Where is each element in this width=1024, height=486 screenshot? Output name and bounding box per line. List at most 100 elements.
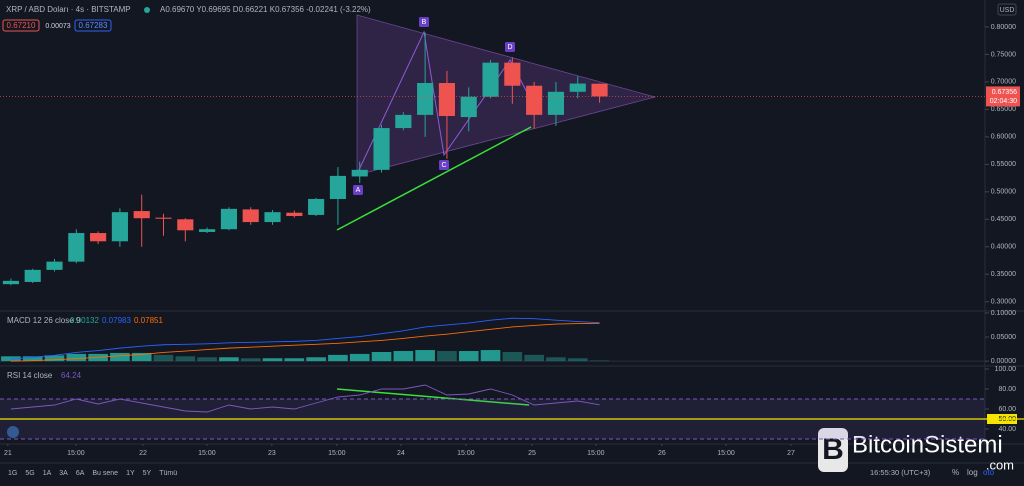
candle-body (220, 208, 237, 230)
range-button[interactable]: 3A (59, 470, 68, 477)
range-button[interactable]: 5Y (143, 470, 152, 477)
y-tick-label: 0.55000 (991, 161, 1016, 168)
pattern-label: B (422, 19, 427, 26)
histogram-bar (110, 352, 130, 362)
watermark-icon-glyph: B (822, 433, 844, 466)
candle-body (2, 280, 19, 285)
histogram-bar (349, 353, 370, 362)
x-tick-label: 15:00 (457, 450, 475, 457)
y-tick-label: 0.75000 (991, 51, 1016, 58)
x-tick-label: 24 (397, 450, 405, 457)
histogram-bar (502, 351, 523, 362)
y-tick-label: 80.00 (998, 386, 1016, 393)
sell-price: 0.67210 (7, 21, 36, 30)
indicator-value: 0.00132 (70, 316, 99, 325)
y-tick-label: 0.60000 (991, 134, 1016, 141)
indicator-value: 0.07851 (134, 316, 163, 325)
rsi-value: 64.24 (61, 371, 82, 380)
histogram-bar (262, 358, 283, 362)
pattern-label-box (439, 160, 449, 170)
log-toggle[interactable]: log (967, 468, 978, 477)
candle-body (199, 229, 216, 232)
candle-body (460, 96, 477, 118)
histogram-bar (197, 357, 217, 362)
symbol: XRP / ABD Doları · 4s · BITSTAMP (6, 5, 131, 14)
pattern-label: D (507, 44, 512, 51)
x-tick-label: 27 (787, 450, 795, 457)
tv-logo[interactable] (7, 426, 19, 438)
watermark: B BitcoinSistemi .com (818, 428, 1014, 472)
histogram-bar (371, 351, 392, 362)
buy-price: 0.67283 (79, 21, 108, 30)
x-tick-label: 22 (139, 450, 147, 457)
range-button[interactable]: 1A (43, 470, 52, 477)
pattern-label-box (505, 42, 515, 52)
y-tick-label: 0.30000 (991, 299, 1016, 306)
y-tick-label: 0.05000 (991, 334, 1016, 341)
histogram-bar (131, 352, 152, 362)
x-tick-label: 15:00 (328, 450, 346, 457)
candle-body (417, 82, 434, 115)
histogram-bar (22, 356, 43, 362)
histogram-bar (1, 356, 21, 362)
percent-toggle[interactable]: % (952, 468, 959, 477)
macd-title: MACD 12 26 close 9 (7, 316, 81, 325)
y-tick-label: 0.10000 (991, 310, 1016, 317)
x-tick-label: 15:00 (67, 450, 85, 457)
candle-body (526, 85, 543, 115)
indicator-line (10, 322, 600, 362)
candle-body (24, 269, 41, 282)
last-price-box (986, 86, 1020, 107)
histogram-bar (306, 357, 326, 362)
histogram-bar (546, 357, 566, 362)
currency-box[interactable] (997, 3, 1017, 16)
x-tick-label: 15:00 (198, 450, 216, 457)
range-button[interactable]: 5G (25, 470, 34, 477)
candle-body (569, 83, 586, 92)
histogram-bar (153, 354, 174, 362)
histogram-bar (393, 351, 414, 362)
trend-line (336, 126, 532, 231)
x-tick-label: 15:00 (717, 450, 735, 457)
status-dot (144, 7, 150, 13)
range-button[interactable]: Bu sene (92, 470, 118, 477)
x-tick-label: 21 (4, 450, 12, 457)
range-button[interactable]: 1G (8, 470, 17, 477)
range-button[interactable]: 6A (76, 470, 85, 477)
pattern-label: A (356, 187, 361, 194)
range-button[interactable]: 1Y (126, 470, 135, 477)
rsi-line (10, 384, 600, 413)
last-price-label: 0.67356 (992, 89, 1017, 96)
countdown: 02:04:30 (990, 98, 1017, 105)
range-button[interactable]: Tümü (159, 470, 177, 477)
histogram-bar (480, 350, 501, 362)
y-tick-label: 0.65000 (991, 106, 1016, 113)
y-tick-label: 0.80000 (991, 24, 1016, 31)
buy-box[interactable] (74, 19, 112, 32)
y-tick-label: 100.00 (995, 366, 1017, 373)
y-tick-label: 0.50000 (991, 189, 1016, 196)
x-tick-label: 15:00 (587, 450, 605, 457)
candle-body (68, 233, 85, 262)
histogram-bar (175, 356, 196, 362)
histogram-bar (524, 354, 544, 362)
histogram-bar (415, 350, 435, 362)
watermark-domain: .com (986, 457, 1014, 472)
candle-body (373, 128, 390, 170)
watermark-brand: BitcoinSistemi (852, 431, 1003, 458)
candle-body (351, 169, 368, 177)
candle-body (133, 211, 150, 219)
auto-toggle[interactable]: oto (983, 468, 995, 477)
y-tick-label: 0.45000 (991, 216, 1016, 223)
histogram-bar (328, 354, 348, 362)
candle-body (308, 198, 325, 215)
x-tick-label: 26 (658, 450, 666, 457)
pattern-label: C (441, 162, 446, 169)
triangle-pattern (356, 14, 657, 176)
candle-body (329, 175, 346, 199)
sell-box[interactable] (2, 19, 40, 32)
x-tick-label: 25 (528, 450, 536, 457)
candle-body (591, 83, 608, 97)
